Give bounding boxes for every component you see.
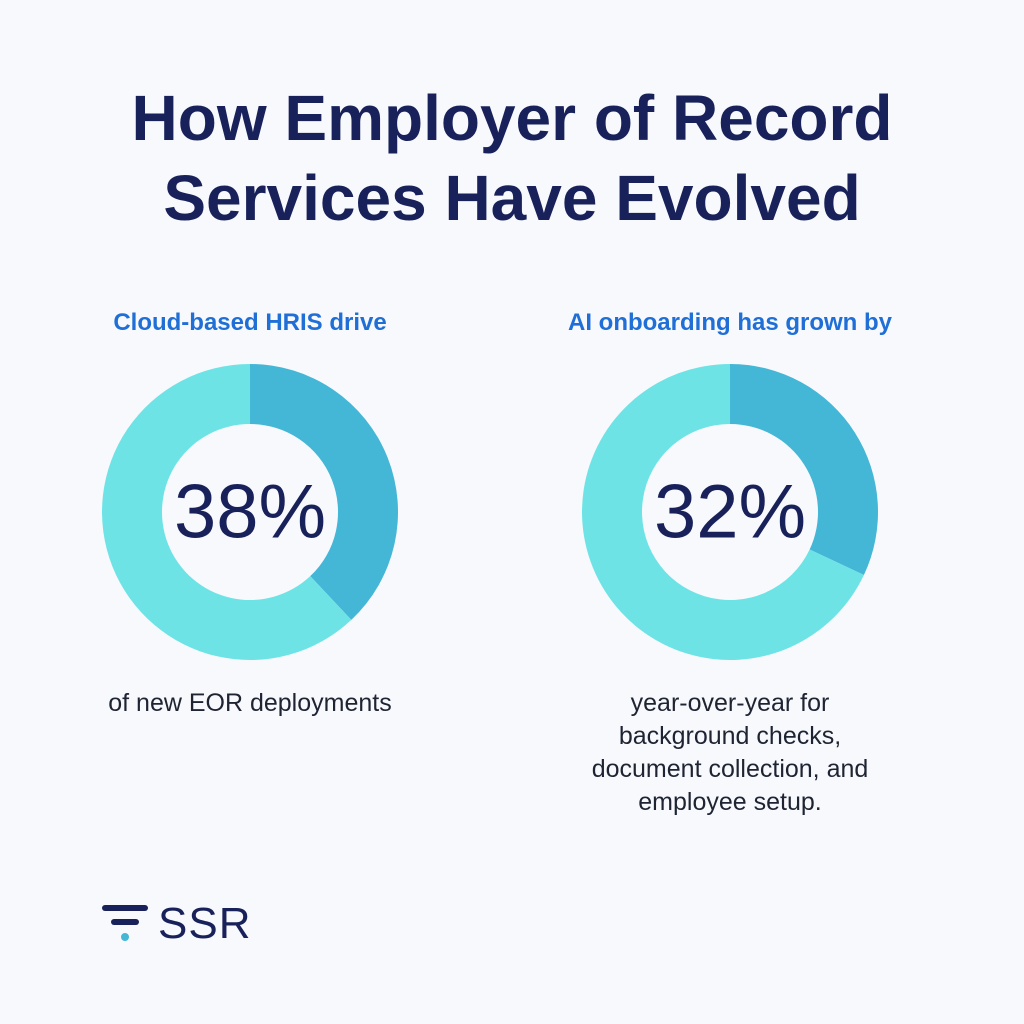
donut-svg: 38% [101, 364, 399, 660]
title-line-2: Services Have Evolved [163, 162, 861, 234]
stat-heading: AI onboarding has grown by [568, 309, 892, 336]
donut-slices [582, 364, 878, 660]
stat-caption: year-over-year for background checks, do… [520, 687, 940, 819]
donut-chart: 38% [100, 362, 400, 662]
donut-chart: 32% [580, 362, 880, 662]
donut-value-label: 32% [654, 470, 806, 555]
caption-line: background checks, [618, 722, 842, 750]
stacked-lines-logo-icon [102, 902, 150, 946]
donut-value-label: 38% [174, 470, 326, 555]
donut-slice-remainder [582, 364, 864, 660]
donut-slice-value [250, 364, 399, 620]
ssr-logo: SSR [102, 900, 251, 948]
donut-slices [101, 364, 399, 660]
caption-line: year-over-year for [630, 689, 830, 717]
stat-heading: Cloud-based HRIS drive [113, 309, 387, 336]
caption-line: document collection, and [591, 755, 869, 783]
page-title: How Employer of Record Services Have Evo… [0, 78, 1024, 238]
donut-svg: 32% [582, 364, 878, 660]
stat-caption: of new EOR deployments [40, 687, 460, 720]
donut-slice-value [730, 364, 878, 576]
title-line-1: How Employer of Record [131, 82, 893, 154]
caption-line: employee setup. [638, 788, 822, 816]
caption-line: of new EOR deployments [108, 689, 392, 717]
donut-slice-remainder [101, 364, 352, 660]
logo-text: SSR [158, 899, 252, 948]
